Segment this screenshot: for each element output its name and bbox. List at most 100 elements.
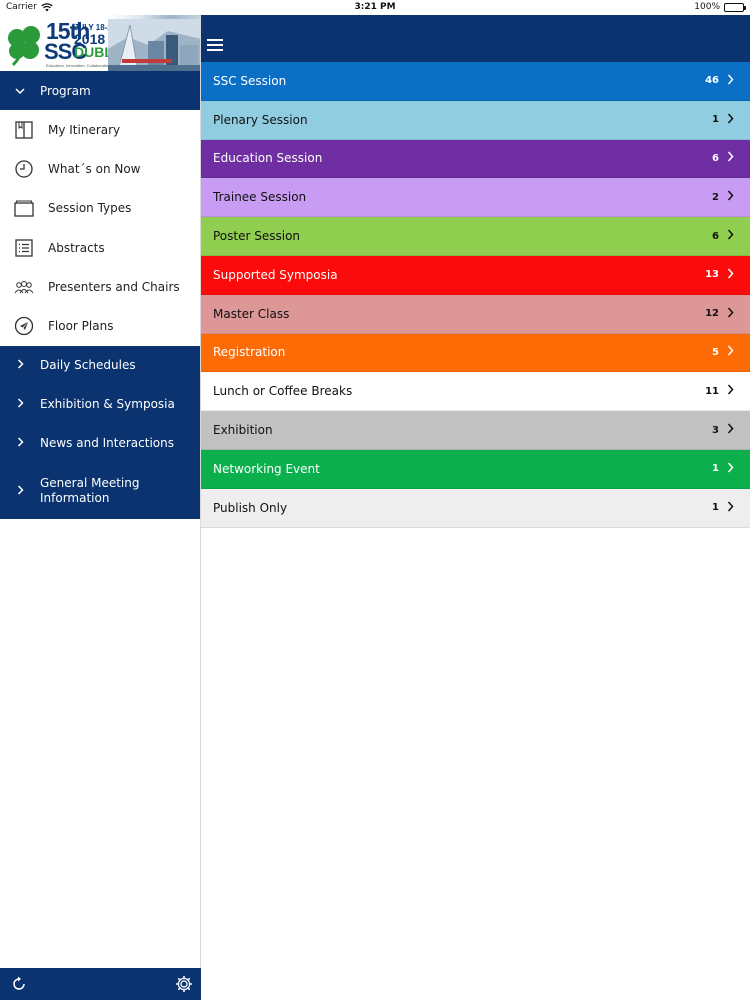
sidebar-item-label: What´s on Now xyxy=(48,161,141,176)
session-type-list: SSC Session 46 Plenary Session 1 Education S… xyxy=(201,62,750,528)
wifi-icon xyxy=(41,2,53,11)
sidebar-item-label: Floor Plans xyxy=(48,319,114,334)
session-count-badge: 1 xyxy=(712,114,719,126)
session-type-row[interactable]: Poster Session 6 xyxy=(201,217,750,256)
sidebar-footer xyxy=(0,968,201,1000)
refresh-icon[interactable] xyxy=(10,975,28,993)
session-count-badge: 13 xyxy=(705,269,719,281)
chevron-right-icon xyxy=(727,74,734,88)
sidebar-item-label: Exhibition & Symposia xyxy=(40,396,175,411)
skyline-graphic xyxy=(108,19,200,71)
book-icon xyxy=(0,120,48,140)
session-count-badge: 11 xyxy=(705,385,719,397)
session-type-name: SSC Session xyxy=(213,73,287,88)
chevron-right-icon xyxy=(727,229,734,243)
sidebar-item-session-types[interactable]: Session Types xyxy=(0,188,200,228)
chevron-right-icon xyxy=(727,151,734,165)
top-bar xyxy=(201,15,750,62)
sidebar: 15th SSC JULY 18-21 2018 DUBLIN Educatio… xyxy=(0,15,201,1000)
logo-year: 2018 xyxy=(74,31,106,47)
sidebar-item-news-interactions[interactable]: News and Interactions xyxy=(0,424,200,463)
battery-percent: 100% xyxy=(694,2,720,12)
status-bar: Carrier 3:21 PM 100% xyxy=(0,0,750,15)
session-count-badge: 2 xyxy=(712,191,719,203)
battery-icon xyxy=(724,2,746,12)
battery-indicator: 100% xyxy=(694,2,746,12)
chevron-right-icon xyxy=(0,397,40,411)
carrier-indicator: Carrier xyxy=(6,2,53,12)
people-icon xyxy=(0,277,48,297)
carrier-label: Carrier xyxy=(6,2,37,12)
chevron-right-icon xyxy=(727,190,734,204)
session-type-row[interactable]: Lunch or Coffee Breaks 11 xyxy=(201,372,750,412)
sidebar-item-exhibition-symposia[interactable]: Exhibition & Symposia xyxy=(0,385,200,424)
session-count-badge: 6 xyxy=(712,230,719,242)
sidebar-item-label: Session Types xyxy=(48,201,132,216)
chevron-right-icon xyxy=(0,484,40,498)
session-type-name: Poster Session xyxy=(213,229,301,244)
session-type-row[interactable]: Supported Symposia 13 xyxy=(201,255,750,295)
chevron-right-icon xyxy=(727,345,734,359)
logo-number: 15th xyxy=(46,18,90,44)
nav-program-label: Program xyxy=(40,83,91,98)
sidebar-item-my-itinerary[interactable]: My Itinerary xyxy=(0,110,200,150)
hamburger-menu-icon[interactable] xyxy=(207,39,223,53)
session-count-badge: 1 xyxy=(712,502,719,514)
sidebar-item-abstracts[interactable]: Abstracts xyxy=(0,227,200,268)
session-type-name: Education Session xyxy=(213,151,323,166)
conference-logo: 15th SSC JULY 18-21 2018 DUBLIN Educatio… xyxy=(0,15,200,71)
sidebar-item-label: Presenters and Chairs xyxy=(48,279,180,294)
sidebar-item-label: Daily Schedules xyxy=(40,357,136,372)
session-count-badge: 46 xyxy=(705,75,719,87)
chevron-down-icon xyxy=(0,84,40,98)
session-type-row[interactable]: Networking Event 1 xyxy=(201,449,750,489)
session-type-name: Plenary Session xyxy=(213,112,308,127)
sidebar-item-general-meeting-information[interactable]: General Meeting Information xyxy=(0,463,200,519)
session-type-row[interactable]: Registration 5 xyxy=(201,333,750,373)
logo-ssc: SSC xyxy=(44,39,87,64)
session-type-row[interactable]: Plenary Session 1 xyxy=(201,100,750,140)
nav-program-header[interactable]: Program xyxy=(0,71,200,110)
chevron-right-icon xyxy=(727,113,734,127)
session-type-name: Master Class xyxy=(213,306,290,321)
sidebar-item-label: Abstracts xyxy=(48,240,105,255)
session-count-badge: 5 xyxy=(712,346,719,358)
logo-tagline: Education, Innovation, Collaboration xyxy=(46,63,111,68)
session-type-row[interactable]: Master Class 12 xyxy=(201,294,750,334)
session-count-badge: 1 xyxy=(712,463,719,475)
session-type-row[interactable]: Trainee Session 2 xyxy=(201,178,750,218)
chevron-right-icon xyxy=(727,384,734,398)
sidebar-item-label: My Itinerary xyxy=(48,122,121,137)
sidebar-nav-section: Daily Schedules Exhibition & Symposia Ne… xyxy=(0,345,200,519)
chevron-right-icon xyxy=(727,423,734,437)
gear-icon[interactable] xyxy=(175,975,193,993)
logo-dates: JULY 18-21 xyxy=(74,23,117,32)
session-type-row[interactable]: SSC Session 46 xyxy=(201,62,750,101)
session-count-badge: 12 xyxy=(705,308,719,320)
session-type-name: Lunch or Coffee Breaks xyxy=(213,384,353,399)
list-icon xyxy=(0,238,48,258)
session-type-row[interactable]: Education Session 6 xyxy=(201,139,750,179)
session-type-name: Networking Event xyxy=(213,461,320,476)
chevron-right-icon xyxy=(0,358,40,372)
session-type-name: Exhibition xyxy=(213,423,273,438)
session-type-name: Publish Only xyxy=(213,500,288,515)
session-type-name: Registration xyxy=(213,345,286,360)
session-count-badge: 3 xyxy=(712,424,719,436)
session-count-badge: 6 xyxy=(712,152,719,164)
session-type-row[interactable]: Exhibition 3 xyxy=(201,411,750,450)
chevron-right-icon xyxy=(727,501,734,515)
shamrock-icon xyxy=(8,26,40,67)
chevron-right-icon xyxy=(0,436,40,450)
sidebar-item-presenters-chairs[interactable]: Presenters and Chairs xyxy=(0,267,200,307)
sidebar-item-floor-plans[interactable]: Floor Plans xyxy=(0,306,200,346)
session-type-name: Supported Symposia xyxy=(213,267,338,282)
session-type-row[interactable]: Publish Only 1 xyxy=(201,488,750,528)
chevron-right-icon xyxy=(727,462,734,476)
folder-icon xyxy=(0,198,48,218)
sidebar-item-daily-schedules[interactable]: Daily Schedules xyxy=(0,346,200,385)
chevron-right-icon xyxy=(727,268,734,282)
sidebar-item-label: General Meeting Information xyxy=(40,475,140,505)
navigation-icon xyxy=(0,316,48,336)
sidebar-item-whats-on-now[interactable]: What´s on Now xyxy=(0,149,200,189)
